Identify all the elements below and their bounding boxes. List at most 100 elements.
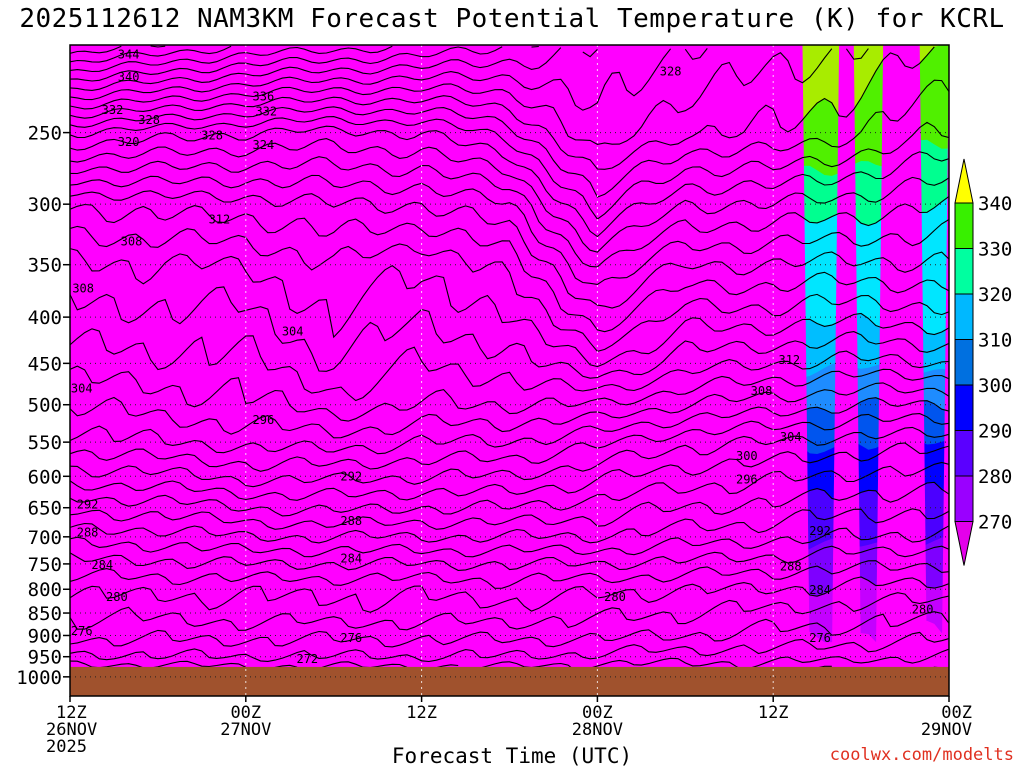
contour-label: 280 [106, 590, 128, 604]
contour-label: 292 [77, 498, 99, 512]
y-tick-label: 950 [28, 647, 62, 669]
contour-line-308 [70, 286, 949, 379]
contour-line-282 [70, 560, 949, 589]
contour-label: 296 [736, 473, 758, 487]
x-tick-label: 00Z [230, 703, 261, 723]
contour-label: 328 [138, 113, 160, 127]
contour-line-302 [70, 382, 949, 439]
y-tick-label: 500 [28, 395, 62, 417]
contour-line-290 [70, 481, 949, 530]
y-tick-label: 600 [28, 466, 62, 488]
y-tick-label: 900 [28, 625, 62, 647]
credit-text: coolwx.com/modelts [829, 745, 1014, 765]
colorbar-label: 330 [978, 239, 1012, 261]
contour-label: 332 [255, 105, 277, 119]
y-tick-label: 400 [28, 307, 62, 329]
y-tick-label: 700 [28, 527, 62, 549]
contour-label: 300 [736, 449, 758, 463]
x-tick-label: 28NOV [572, 720, 623, 740]
colorbar-segment [954, 293, 974, 340]
contour-line-316 [70, 190, 949, 309]
potential-temperature-fill [70, 45, 949, 696]
contour-line-328 [70, 79, 949, 198]
contour-label: 332 [102, 103, 124, 117]
contour-line-338 [70, 45, 539, 82]
contour-label: 292 [340, 469, 362, 483]
contour-line-326 [70, 116, 949, 220]
contour-label: 276 [71, 624, 93, 638]
contour-line-296 [70, 426, 949, 488]
colorbar-segment [954, 430, 974, 477]
contour-lines [70, 45, 949, 678]
contour-line-280 [70, 576, 949, 613]
colorbar-label: 310 [978, 330, 1012, 352]
colorbar-segment [954, 248, 974, 295]
contour-line-344 [70, 45, 166, 54]
x-tick-label: 26NOV [46, 720, 97, 740]
contour-label: 324 [253, 138, 275, 152]
chart-title: 2025112612 NAM3KM Forecast Potential Tem… [19, 4, 1005, 34]
contour-line-278 [70, 592, 949, 631]
y-tick-label: 850 [28, 603, 62, 625]
x-tick-label: 27NOV [220, 720, 271, 740]
contour-line-318 [70, 174, 949, 285]
contour-label: 304 [282, 325, 304, 339]
contour-line-310 [70, 248, 949, 368]
contour-line-334 [70, 48, 708, 111]
contour-label: 308 [751, 384, 773, 398]
below-ground-area [70, 666, 949, 696]
pressure-axis: 2503003504004505005506006507007508008509… [16, 123, 70, 689]
contour-label: 288 [780, 560, 802, 574]
colorbar-label: 290 [978, 421, 1012, 443]
contour-label: 344 [118, 48, 140, 62]
contour-line-294 [70, 442, 949, 501]
contour-line-276 [70, 611, 949, 648]
contour-line-336 [70, 47, 598, 91]
contour-line-304 [70, 365, 949, 422]
colorbar-segment [954, 202, 974, 249]
x-tick-label: 29NOV [921, 720, 972, 740]
contour-label: 312 [778, 353, 800, 367]
gridlines [70, 45, 949, 696]
contour-label: 304 [780, 430, 802, 444]
contour-label: 292 [809, 524, 831, 538]
contour-labels: 344 340 336 332 332 328 328 320 328 324 312 308 308 3… [71, 48, 934, 666]
contour-label: 280 [604, 590, 626, 604]
x-tick-label: 12Z [758, 703, 789, 723]
colorbar-label: 300 [978, 375, 1012, 397]
contour-label: 312 [209, 213, 231, 227]
contour-label: 284 [91, 558, 113, 572]
plot-frame [69, 44, 950, 697]
contour-line-324 [70, 125, 949, 238]
colorbar: 340 330 320 310 300 290 280 270 [954, 158, 1012, 566]
contour-line-314 [70, 203, 949, 333]
colorbar-label: 340 [978, 193, 1012, 215]
contour-label: 288 [77, 525, 99, 539]
colorbar-segment [954, 339, 974, 386]
contour-label: 308 [72, 282, 94, 296]
colorbar-segment [954, 475, 974, 522]
contour-line-322 [70, 138, 949, 253]
contour-line-284 [70, 545, 949, 571]
x-tick-label: 12Z [406, 703, 437, 723]
contour-label: 304 [71, 382, 93, 396]
y-tick-label: 800 [28, 579, 62, 601]
band-fill-270 [70, 45, 949, 696]
y-tick-label: 550 [28, 432, 62, 454]
contour-line-320 [70, 156, 949, 268]
contour-line-298 [70, 413, 949, 472]
y-tick-label: 250 [28, 123, 62, 145]
colorbar-bottom-arrow [954, 521, 974, 566]
contour-line-300 [70, 397, 949, 455]
colorbar-label: 320 [978, 284, 1012, 306]
y-tick-label: 300 [28, 194, 62, 216]
y-tick-label: 450 [28, 353, 62, 375]
y-tick-label: 1000 [16, 667, 62, 689]
contour-label: 288 [340, 514, 362, 528]
y-tick-label: 350 [28, 255, 62, 277]
contour-label: 308 [121, 235, 143, 249]
contour-line-274 [70, 631, 949, 663]
x-tick-label: 12Z [56, 703, 87, 723]
